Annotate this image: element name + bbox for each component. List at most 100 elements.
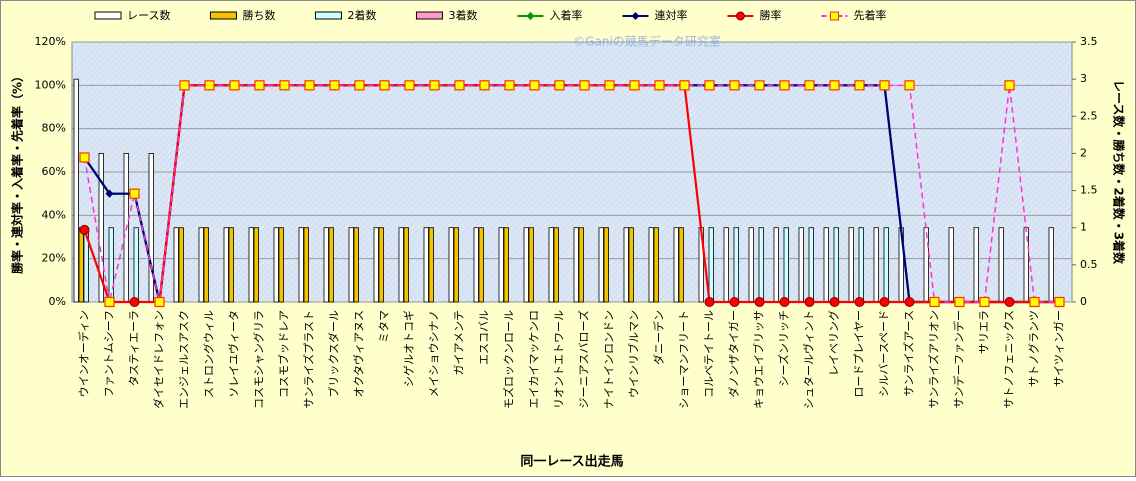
- legend-label: 勝率: [759, 8, 781, 22]
- bar: [303, 227, 309, 303]
- y-tick-label: 20%: [42, 252, 66, 265]
- point: [729, 297, 740, 307]
- point: [354, 80, 365, 91]
- bar: [403, 227, 409, 303]
- bar: [278, 227, 284, 303]
- x-tick-label: サンデーファンデー: [952, 310, 966, 408]
- x-tick-label: ウインリブルマン: [627, 310, 641, 398]
- bar: [223, 227, 229, 303]
- bar: [653, 227, 659, 303]
- bar: [323, 227, 329, 303]
- point: [105, 189, 114, 198]
- bar: [423, 227, 429, 303]
- bar: [348, 227, 354, 303]
- bar: [373, 227, 379, 303]
- bar: [298, 227, 304, 303]
- point: [704, 297, 715, 307]
- point: [979, 296, 990, 308]
- bar: [748, 227, 754, 303]
- point: [929, 296, 940, 308]
- x-tick-label: ジーニアスバローズ: [577, 310, 591, 408]
- point: [454, 80, 465, 91]
- bar: [548, 227, 554, 303]
- point: [754, 80, 765, 91]
- point: [854, 297, 865, 307]
- bar: [148, 153, 154, 303]
- legend-label: 3着数: [448, 8, 477, 22]
- legend-marker: [526, 12, 535, 20]
- point: [304, 80, 315, 91]
- x-tick-label: ダノンザタイガー: [727, 310, 741, 398]
- point: [879, 80, 890, 91]
- bar: [578, 227, 584, 303]
- y-axis-label: 勝率・連対率・入着率・先着率（%）: [10, 70, 25, 274]
- point: [129, 188, 140, 199]
- bar: [833, 227, 839, 303]
- bar: [203, 227, 209, 303]
- y2-tick-label: 2: [1080, 146, 1087, 159]
- x-tick-label: サリエラ: [978, 310, 991, 354]
- point: [229, 80, 240, 91]
- bar: [648, 227, 654, 303]
- point: [329, 80, 340, 91]
- point: [804, 297, 815, 307]
- x-tick-label: ファントムシーフ: [103, 310, 116, 397]
- bar: [858, 227, 864, 303]
- point: [904, 80, 915, 91]
- point: [79, 152, 90, 163]
- x-tick-label: ナイトインロンドン: [603, 310, 616, 409]
- y2-tick-label: 3: [1080, 72, 1087, 85]
- legend-swatch: [415, 11, 443, 20]
- point: [779, 297, 790, 307]
- bar: [823, 227, 829, 303]
- x-tick-label: キョウエイブリッサ: [752, 310, 766, 409]
- bar: [883, 227, 889, 303]
- bar: [798, 227, 804, 303]
- y2-tick-label: 0: [1080, 295, 1087, 308]
- point: [754, 297, 765, 307]
- legend-swatch: [209, 11, 237, 20]
- x-tick-label: モズロックンロール: [502, 310, 516, 409]
- point: [829, 80, 840, 91]
- x-tick-label: シーズンリッチ: [777, 310, 791, 386]
- bar: [328, 227, 334, 303]
- point: [154, 296, 165, 308]
- legend-marker: [631, 12, 640, 20]
- x-tick-label: ガイアメンテ: [453, 310, 466, 375]
- point: [529, 80, 540, 91]
- legend-label: レース数: [127, 9, 170, 22]
- line: [83, 84, 1060, 303]
- x-tick-label: コルベテイトール: [703, 310, 716, 398]
- bar: [948, 227, 954, 303]
- bar: [598, 227, 604, 303]
- bar: [228, 227, 234, 303]
- point: [479, 80, 490, 91]
- point: [879, 297, 890, 307]
- point: [829, 297, 840, 307]
- x-tick-label: ダニーデン: [652, 310, 666, 365]
- point: [129, 297, 140, 307]
- x-tick-label: ミタマ: [378, 310, 391, 343]
- bar: [133, 227, 139, 303]
- point: [104, 296, 115, 308]
- legend-swatch: [94, 11, 122, 20]
- point: [79, 224, 90, 235]
- y-tick-label: 60%: [42, 165, 66, 178]
- y2-axis-label: レース数・勝ち数・2着数・3着数: [1112, 80, 1127, 265]
- bar: [448, 227, 454, 303]
- bar: [848, 227, 854, 303]
- bar: [503, 227, 509, 303]
- bar: [108, 227, 114, 303]
- point: [279, 80, 290, 91]
- point: [779, 80, 790, 91]
- bar: [973, 227, 979, 303]
- legend-label: 連対率: [654, 8, 687, 22]
- bar: [628, 227, 634, 303]
- bar: [998, 227, 1004, 303]
- y2-tick-label: 3.5: [1080, 35, 1098, 48]
- bar: [453, 227, 459, 303]
- bar: [573, 227, 579, 303]
- bar: [808, 227, 814, 303]
- point: [804, 80, 815, 91]
- x-tick-label: サトノグランツ: [1027, 310, 1041, 387]
